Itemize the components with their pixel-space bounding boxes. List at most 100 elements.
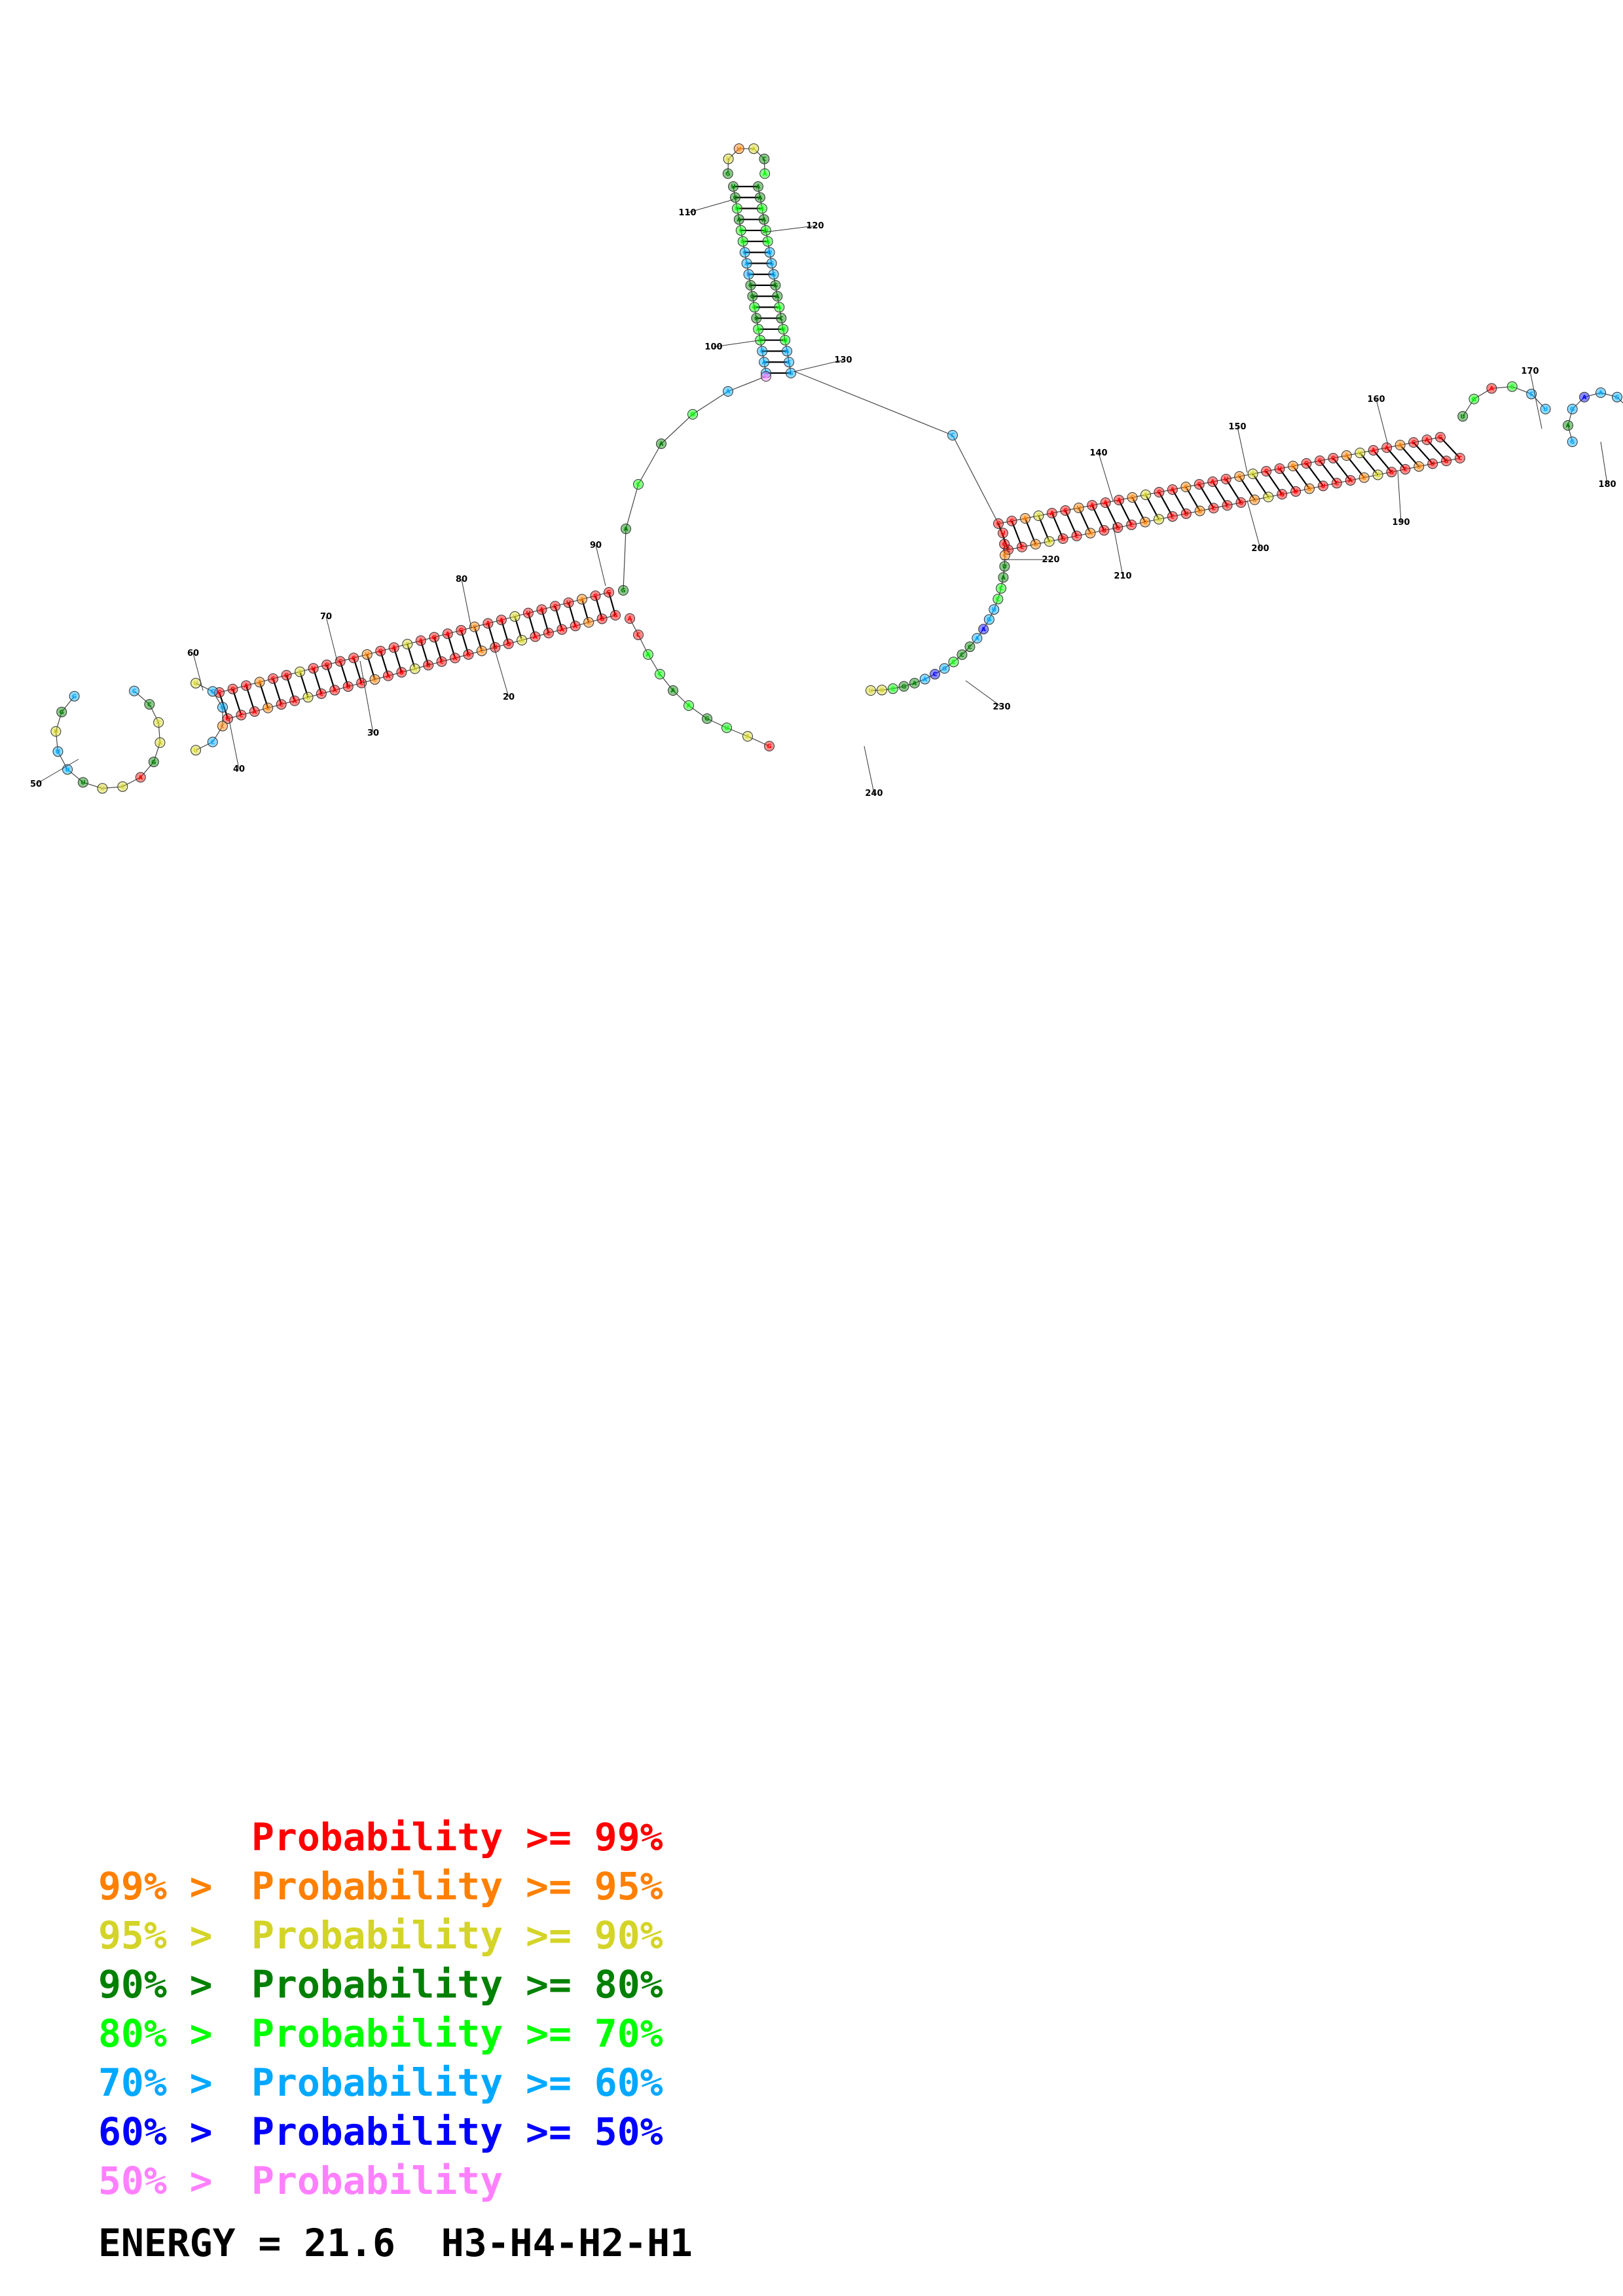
svg-text:C: C	[1225, 503, 1230, 509]
position-label: 160	[1367, 395, 1385, 404]
svg-text:C: C	[1510, 384, 1514, 391]
nucleotide: G	[1277, 489, 1288, 500]
position-label: 180	[1598, 480, 1616, 490]
nucleotide: U	[1099, 525, 1110, 536]
nucleotide: C	[993, 594, 1004, 605]
nucleotide: U	[1263, 492, 1274, 503]
nucleotide: G	[1112, 522, 1123, 533]
legend-row-prefix: 60% >	[98, 2109, 236, 2154]
svg-text:C: C	[1003, 552, 1008, 559]
nucleotide: G	[1235, 497, 1247, 508]
svg-text:A: A	[244, 683, 249, 690]
nucleotide: C	[655, 669, 665, 679]
nucleotide: C	[996, 583, 1007, 594]
svg-text:A: A	[386, 673, 390, 680]
svg-text:A: A	[520, 637, 524, 644]
backbone-layer	[55, 148, 1623, 789]
svg-text:A: A	[975, 636, 979, 642]
svg-text:C: C	[319, 691, 324, 698]
svg-text:C: C	[996, 521, 1001, 528]
svg-text:A: A	[671, 688, 676, 694]
svg-text:C: C	[1335, 480, 1340, 487]
nucleotide: U	[999, 561, 1010, 572]
svg-text:G: G	[1290, 463, 1295, 470]
svg-text:C: C	[1063, 508, 1068, 514]
svg-text:U: U	[1252, 497, 1257, 504]
nucleotide: C	[436, 656, 447, 667]
svg-text:U: U	[731, 184, 735, 190]
nucleotide: U	[509, 611, 520, 622]
legend-row: 70% > Probability >= 60%	[98, 2058, 663, 2108]
svg-text:A: A	[560, 627, 564, 634]
nucleotide: G	[1288, 461, 1298, 471]
legend-row-prefix: 70% >	[98, 2060, 236, 2105]
nucleotide: U	[1220, 474, 1231, 484]
position-label: 110	[678, 208, 696, 218]
nucleotide: G	[1468, 393, 1480, 404]
nucleotide: A	[1140, 490, 1151, 500]
svg-text:U: U	[526, 611, 530, 617]
nucleotide: C	[583, 617, 594, 628]
svg-text:C: C	[742, 250, 747, 257]
svg-text:G: G	[769, 261, 774, 268]
svg-text:C: C	[762, 156, 767, 163]
nucleotide-layer: CGAACGAUGCCUGACAGAGCAAUUACUACGGCAUCAGCAU…	[50, 143, 1622, 794]
nucleotide: C	[1194, 479, 1205, 490]
svg-text:A: A	[687, 703, 691, 709]
legend-row-range: Probability >= 99%	[251, 1815, 663, 1859]
nucleotide: G	[503, 638, 514, 649]
energy-label: ENERGY = 21.6	[98, 2221, 395, 2265]
nucleotide: C	[1408, 437, 1419, 448]
nucleotide: U	[866, 685, 876, 696]
svg-text:U: U	[746, 272, 751, 278]
nucleotide: A	[741, 258, 752, 269]
nucleotide: C	[153, 717, 164, 728]
svg-text:G: G	[1438, 435, 1442, 441]
svg-text:G: G	[1130, 495, 1135, 501]
svg-text:U: U	[566, 600, 571, 607]
svg-text:G: G	[1250, 471, 1255, 478]
svg-text:A: A	[1371, 448, 1376, 454]
nucleotide: G	[321, 659, 333, 670]
svg-text:U: U	[81, 780, 85, 787]
svg-text:C: C	[996, 596, 1000, 603]
nucleotide: A	[517, 635, 528, 646]
position-label: 150	[1228, 422, 1246, 432]
nucleotide: C	[402, 639, 413, 650]
nucleotide: A	[570, 620, 581, 632]
nucleotide: C	[348, 653, 359, 664]
svg-text:A: A	[445, 632, 450, 638]
svg-text:U: U	[513, 614, 517, 620]
svg-text:U: U	[54, 729, 58, 736]
position-label: 140	[1089, 448, 1107, 458]
svg-text:A: A	[1344, 453, 1349, 459]
nucleotide: C	[735, 225, 746, 236]
nucleotide: A	[621, 524, 631, 534]
svg-text:C: C	[760, 349, 765, 355]
svg-text:A: A	[1117, 497, 1122, 504]
svg-text:G: G	[151, 759, 156, 766]
svg-text:U: U	[763, 228, 768, 234]
svg-text:G: G	[284, 673, 289, 679]
svg-text:U: U	[1102, 528, 1106, 535]
nucleotide: U	[423, 660, 434, 671]
svg-text:G: G	[1061, 536, 1065, 543]
svg-text:G: G	[1444, 458, 1448, 465]
nucleotide: C	[129, 685, 139, 696]
nucleotide: G	[281, 670, 292, 681]
nucleotide: A	[329, 685, 340, 696]
nucleotide: U	[1427, 458, 1438, 469]
nucleotide: U	[522, 607, 534, 619]
svg-text:A: A	[138, 775, 143, 781]
svg-text:G: G	[1033, 542, 1038, 548]
svg-text:A: A	[981, 626, 986, 633]
svg-text:G: G	[902, 684, 906, 691]
svg-text:U: U	[493, 645, 498, 651]
svg-text:A: A	[158, 740, 162, 747]
svg-text:A: A	[1398, 442, 1402, 449]
nucleotide: U	[97, 783, 108, 794]
svg-text:G: G	[432, 635, 437, 641]
svg-text:A: A	[1049, 511, 1054, 517]
nucleotide: A	[496, 615, 507, 626]
nucleotide: A	[759, 168, 771, 179]
